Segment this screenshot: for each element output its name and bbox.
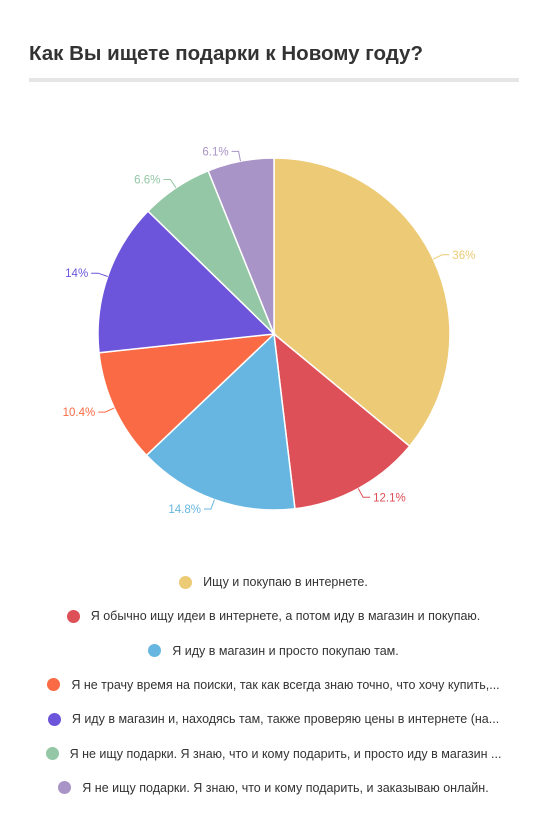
- title-divider: [29, 78, 519, 82]
- slice-data-label-5: 14%: [65, 268, 88, 280]
- pie-slice-3[interactable]: [145, 332, 296, 511]
- slice-leader-line-3: [204, 499, 215, 510]
- chart-title: Как Вы ищете подарки к Новому году?: [29, 42, 423, 65]
- slice-data-label-1: 36%: [452, 250, 475, 262]
- legend-color-dot: [148, 644, 162, 658]
- legend-item-7[interactable]: Я не ищу подарки. Я знаю, что и кому под…: [0, 778, 547, 798]
- slice-data-label-3: 14.8%: [168, 504, 201, 516]
- legend-color-dot: [47, 678, 61, 692]
- legend-label: Я иду в магазин и просто покупаю там.: [172, 643, 399, 658]
- legend-label: Я не трачу время на поиски, так как всег…: [71, 677, 500, 692]
- legend-color-dot: [58, 781, 72, 795]
- slice-leader-line-4: [98, 407, 115, 413]
- pie-slice-7[interactable]: [207, 157, 275, 335]
- slice-leader-line-2: [357, 488, 371, 498]
- legend-item-3[interactable]: Я иду в магазин и просто покупаю там.: [0, 641, 547, 661]
- legend-color-dot: [179, 575, 193, 589]
- legend-color-dot: [45, 747, 59, 760]
- legend-item-1[interactable]: Ищу и покупаю в интернете.: [0, 572, 547, 592]
- slice-leader-line-6: [163, 179, 177, 189]
- legend-item-6[interactable]: Я не ищу подарки. Я знаю, что и кому под…: [0, 744, 547, 764]
- slice-data-label-7: 6.1%: [202, 146, 228, 158]
- pie-chart: 36% 12.1% 14.8% 10.4% 14% 6.6% 6.1%: [63, 146, 476, 516]
- slice-data-label-4: 10.4%: [63, 407, 96, 419]
- slice-leader-line-7: [231, 150, 241, 162]
- slice-leader-line-5: [91, 272, 108, 277]
- legend-label: Я не ищу подарки. Я знаю, что и кому под…: [69, 746, 502, 761]
- legend-color-dot: [66, 609, 80, 623]
- legend-item-5[interactable]: Я иду в магазин и, находясь там, также п…: [0, 709, 547, 729]
- legend-label: Я не ищу подарки. Я знаю, что и кому под…: [82, 780, 489, 795]
- legend-color-dot: [47, 712, 61, 726]
- legend-label: Ищу и покупаю в интернете.: [203, 575, 368, 589]
- legend-item-4[interactable]: Я не трачу время на поиски, так как всег…: [0, 675, 547, 695]
- legend-label: Я обычно ищу идеи в интернете, а потом и…: [90, 609, 481, 624]
- slice-data-label-2: 12.1%: [373, 492, 406, 504]
- slice-data-label-6: 6.6%: [134, 175, 160, 187]
- pie-slice-2[interactable]: [273, 332, 411, 510]
- pie-slice-4[interactable]: [98, 333, 277, 457]
- slice-leader-line-1: [432, 254, 450, 260]
- pie-slice-1[interactable]: [273, 157, 451, 448]
- legend-item-2[interactable]: Я обычно ищу идеи в интернете, а потом и…: [0, 606, 547, 626]
- pie-slice-5[interactable]: [97, 210, 276, 354]
- legend-label: Я иду в магазин и, находясь там, также п…: [71, 712, 500, 727]
